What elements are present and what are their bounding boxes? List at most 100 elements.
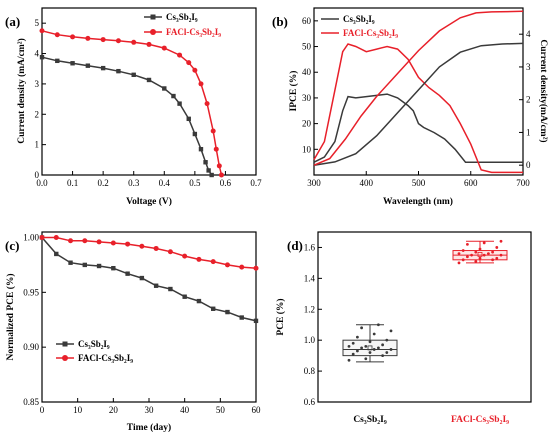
panel-d-ticks: 0.6 0.8 1.0 1.2 1.4 1.6 <box>304 242 322 407</box>
panel-b-ytick-right-label: 0 <box>526 160 531 170</box>
panel-b-ytick-label: 60 <box>302 16 312 26</box>
panel-d-ytick-label: 0.6 <box>304 397 316 407</box>
panel-b-xtick-label: 300 <box>307 178 321 188</box>
panel-c-series-0-line <box>41 237 257 322</box>
panel-d-ylabel: PCE (%) <box>275 298 286 335</box>
panel-a-series-1-line <box>41 30 223 176</box>
panel-d-plot <box>342 239 508 363</box>
panel-d-box-1-point <box>495 256 499 260</box>
panel-a-series-1-point <box>131 39 137 45</box>
panel-d-box-1-point <box>499 253 503 257</box>
panel-d-box-0-point <box>372 348 376 351</box>
panel-d-box-0-point <box>381 354 384 358</box>
panel-d-box-1-point <box>482 253 486 257</box>
legend-b-label-black: Cs₃Sb₂I₉ <box>343 14 375 24</box>
panel-c-ytick-label: 0.95 <box>23 287 39 297</box>
panel-a-series-1-point <box>85 35 91 41</box>
panel-c-series-0-point <box>153 283 159 288</box>
panel-a-xtick-label: 0.0 <box>36 178 48 188</box>
panel-c-series-1-point <box>139 243 145 249</box>
panel-c-label: (c) <box>5 238 19 253</box>
panel-d-box-0-point <box>360 326 363 330</box>
panel-d-box-0-point <box>385 338 389 342</box>
panel-c-series-0-point <box>239 315 244 320</box>
panel-c-series-1-point <box>53 234 59 240</box>
panel-a-series-0-point <box>116 68 121 74</box>
panel-a-series-1-point <box>210 128 216 134</box>
legend-c-label-black: Cs₃Sb₂I₉ <box>78 339 110 349</box>
panel-a-series-0-point <box>55 58 60 64</box>
panel-a-series-1-point <box>198 81 204 87</box>
panel-c-series-0-point <box>168 286 173 292</box>
panel-b-ytick-right-label: 3 <box>526 62 531 72</box>
panel-c-series-0-point <box>253 318 259 324</box>
panel-c-series-1-point <box>182 253 188 259</box>
panel-c-ytick-label: 0.90 <box>23 342 39 352</box>
panel-d-box-0-point <box>377 323 380 327</box>
panel-b-ipce-chart: (b) Wavelength (nm) IPCE (%) Current den… <box>272 7 549 207</box>
panel-d-box-1-point <box>457 252 461 256</box>
panel-b-ytick-label: 40 <box>302 67 312 77</box>
panel-a-series-0-point <box>85 63 91 68</box>
panel-a-series-0-point <box>203 160 208 165</box>
panel-d-ytick-label: 1.0 <box>304 335 316 345</box>
panel-d-ytick-label: 1.4 <box>304 273 316 283</box>
panel-c-ylabel: Normalized PCE (%) <box>5 273 16 360</box>
legend-b-label-red: FACl-Cs₃Sb₂I₉ <box>343 28 398 38</box>
panel-a-series-1-point <box>146 41 152 47</box>
panel-d-ytick-label: 1.6 <box>304 242 316 252</box>
panel-c-stability-chart: (c) Time (day) Normalized PCE (%) 0 10 20 3… <box>5 231 261 433</box>
panel-b-series-2-line <box>313 42 524 166</box>
panel-a-series-1-point <box>39 28 45 34</box>
panel-d-box-0-point <box>389 329 393 333</box>
panel-b-ytick-label: 50 <box>302 42 312 52</box>
panel-d-box-1-point <box>470 253 473 257</box>
panel-d-box-0-point <box>372 332 376 336</box>
panel-a-legend: Cs₃Sb₂I₉ FACl-Cs₃Sb₂I₉ <box>144 12 221 37</box>
panel-d-box-0-point <box>368 340 372 344</box>
panel-d-box-1-point <box>466 255 469 259</box>
panel-a-series-1-point <box>161 45 167 51</box>
panel-a-series-0-point <box>171 93 176 99</box>
panel-d-box-1-point <box>495 246 499 249</box>
panel-c-series-1-point <box>110 240 116 246</box>
legend-a-marker-red <box>150 29 156 35</box>
panel-a-xtick-label: 0.7 <box>250 178 262 188</box>
panel-a-xtick-label: 0.1 <box>67 178 78 188</box>
panel-d-box-1-point <box>487 252 490 256</box>
panel-a-series-0-point <box>162 86 167 91</box>
panel-b-xtick-label: 400 <box>360 178 374 188</box>
panel-c-series-1-point <box>253 265 259 271</box>
panel-c-series-1-point <box>196 256 202 262</box>
panel-d-box-0-point <box>389 348 393 351</box>
panel-b-ytick-label: 20 <box>302 119 312 129</box>
panel-c-series-1-line <box>42 236 257 269</box>
panel-c-plot <box>39 234 259 324</box>
panel-c-series-1-point <box>210 259 216 265</box>
panel-a-xtick-label: 0.6 <box>220 178 232 188</box>
panel-a-series-1-point <box>216 163 222 169</box>
panel-a-xtick-label: 0.5 <box>189 178 201 188</box>
panel-a-series-1-point <box>100 37 106 43</box>
panel-b-legend: Cs₃Sb₂I₉ FACl-Cs₃Sb₂I₉ <box>321 14 398 38</box>
panel-a-series-0-line <box>41 56 213 176</box>
panel-a-xtick-label: 0.2 <box>98 178 109 188</box>
panel-c-xtick-label: 0 <box>40 405 45 415</box>
panel-a-series-1-point <box>218 172 224 178</box>
panel-d-label: (d) <box>287 238 303 253</box>
panel-c-series-0-point <box>96 263 102 269</box>
panel-d-box-1-point <box>478 247 482 251</box>
panel-d-box-0-point <box>381 343 384 347</box>
panel-a-series-0-point <box>146 77 152 83</box>
panel-d-box-1-mean <box>477 252 483 257</box>
panel-a-series-0-point <box>186 116 191 122</box>
panel-d-box-1-point <box>499 239 503 243</box>
panel-c-series-1-point <box>224 262 230 268</box>
panel-c-frame <box>41 231 257 403</box>
panel-d-ytick-label: 1.2 <box>304 304 315 314</box>
panel-b-xlabel: Wavelength (nm) <box>383 196 453 207</box>
panel-d-box-0-point <box>351 341 355 345</box>
panel-a-series-1-point <box>70 34 76 40</box>
panel-d-box-1-point <box>457 261 461 265</box>
